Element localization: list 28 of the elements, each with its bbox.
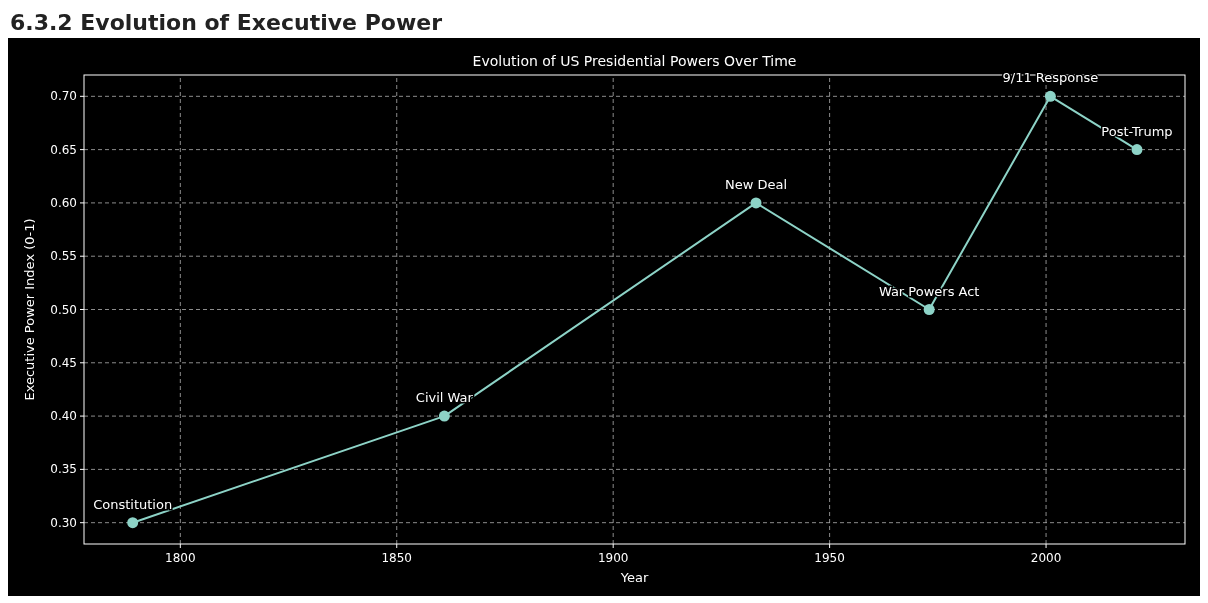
y-tick-label: 0.50 [50, 302, 77, 317]
point [1131, 144, 1143, 156]
x-axis-title: Year [619, 570, 649, 585]
point [923, 304, 935, 315]
annotation: 9/11 Response [1002, 70, 1099, 86]
point [1044, 90, 1056, 102]
point [750, 197, 762, 209]
x-tick-label: 1900 [597, 551, 629, 565]
annotation: Civil War [415, 390, 474, 406]
annotation: New Deal [724, 176, 788, 192]
y-tick-label: 0.55 [50, 249, 77, 264]
x-tick-label: 2000 [1030, 551, 1062, 565]
y-tick-label: 0.60 [50, 195, 77, 210]
x-tick-label: 1800 [165, 551, 196, 565]
y-tick-label: 0.70 [50, 89, 77, 104]
point [438, 410, 450, 422]
x-tick-label: 1950 [814, 551, 845, 565]
y-tick-label: 0.45 [50, 355, 77, 370]
text: 6.3.2 Evolution of Executive Power [10, 10, 443, 35]
point [127, 517, 139, 529]
chart-title: Evolution of US Presidential Powers Over Time [472, 53, 797, 69]
y-tick-label: 0.35 [50, 462, 77, 477]
y-axis-title: Executive Power Index (0-1) [22, 218, 37, 401]
y-tick-label: 0.30 [50, 515, 77, 530]
x-tick-label: 1850 [381, 551, 413, 565]
annotation: Constitution [93, 496, 173, 512]
y-tick-label: 0.40 [50, 409, 77, 424]
y-tick-label: 0.65 [50, 142, 77, 157]
